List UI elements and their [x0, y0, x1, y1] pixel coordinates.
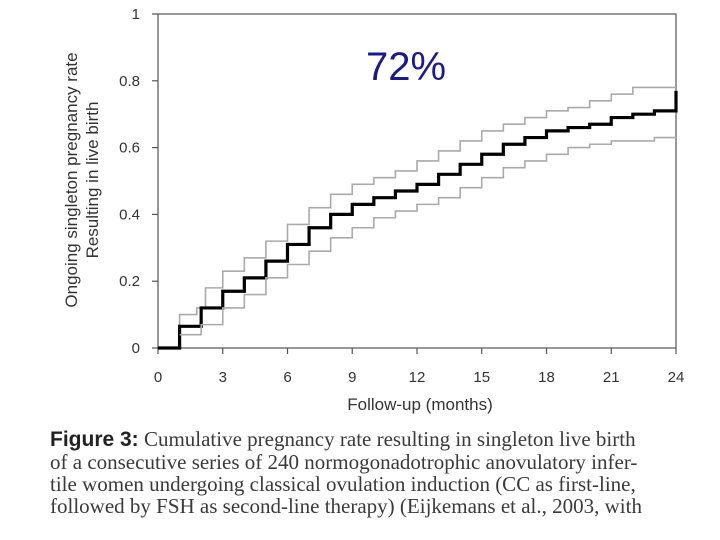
caption-line-2: of a consecutive series of 240 normogona…: [50, 450, 638, 474]
y-tick-label: 0: [132, 340, 140, 357]
survival-chart: 0 0.2 0.4 0.6 0.8 1 0 3 6 9 12 15 18 21 24 Follow-up …: [62, 6, 685, 414]
x-tick-label: 3: [219, 369, 227, 386]
x-tick-label: 12: [409, 369, 426, 386]
series-lower-ci: [179, 136, 676, 336]
y-tick-label: 0.8: [119, 73, 140, 90]
annotation-72-percent: 72%: [366, 45, 446, 89]
x-tick-label: 6: [283, 369, 291, 386]
y-tick-label: 0.6: [119, 140, 140, 157]
y-tick-label: 0.4: [119, 206, 140, 223]
x-tick-label: 18: [538, 369, 555, 386]
series-cumulative-rate: [158, 90, 678, 350]
y-axis-title-line2: Resulting in live birth: [83, 102, 102, 259]
caption-line-4: followed by FSH as second-line therapy) …: [50, 494, 642, 518]
y-tick-label: 1: [132, 6, 140, 23]
series-upper-ci: [158, 86, 676, 349]
x-tick-label: 9: [348, 369, 356, 386]
caption-line-3: tile women undergoing classical ovulatio…: [50, 472, 636, 496]
x-axis-ticks: 0 3 6 9 12 15 18 21 24: [154, 348, 685, 386]
y-tick-label: 0.2: [119, 273, 140, 290]
caption-label: Figure 3:: [50, 428, 139, 451]
caption-text-1: Cumulative pregnancy rate resulting in s…: [138, 427, 636, 451]
x-tick-label: 15: [473, 369, 490, 386]
series-layer: [158, 86, 678, 350]
x-tick-label: 21: [603, 369, 620, 386]
caption-line-1: Figure 3: Cumulative pregnancy rate resu…: [50, 428, 710, 451]
x-tick-label: 0: [154, 369, 162, 386]
x-axis-title: Follow-up (months): [347, 395, 493, 414]
figure-caption: Figure 3: Cumulative pregnancy rate resu…: [50, 428, 710, 517]
y-axis-title-line1: Ongoing singleton pregnancy rate: [62, 52, 81, 307]
x-tick-label: 24: [668, 369, 685, 386]
y-axis-ticks: 0 0.2 0.4 0.6 0.8 1: [119, 6, 158, 357]
